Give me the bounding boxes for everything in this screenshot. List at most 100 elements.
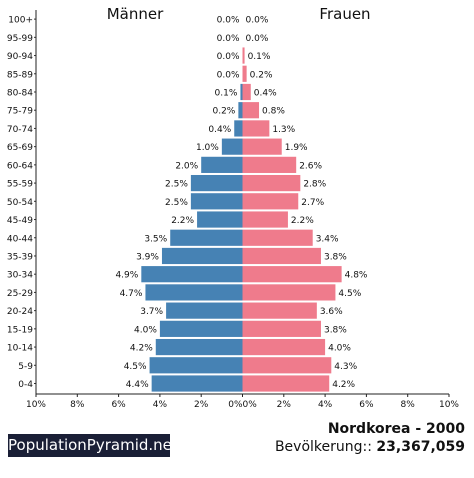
female-data-label: 0.8% xyxy=(262,107,285,117)
female-data-label: 3.6% xyxy=(320,307,343,317)
female-bar xyxy=(242,156,297,173)
male-data-label: 0.0% xyxy=(217,34,240,44)
male-data-label: 3.7% xyxy=(140,307,163,317)
age-group-label: 25-29 xyxy=(7,289,33,299)
age-group-label: 50-54 xyxy=(7,198,33,208)
female-data-label: 0.1% xyxy=(248,52,271,62)
female-bar xyxy=(242,375,330,392)
female-data-label: 4.3% xyxy=(334,362,357,372)
male-data-label: 4.0% xyxy=(134,325,157,335)
female-data-label: 0.4% xyxy=(254,88,277,98)
x-tick-label: 2% xyxy=(194,400,209,410)
male-bar xyxy=(240,83,243,101)
x-tick-label: 4% xyxy=(318,400,333,410)
male-bar xyxy=(159,320,243,337)
population-value: 23,367,059 xyxy=(376,439,465,455)
brand-badge: PopulationPyramid.net xyxy=(8,434,178,457)
female-data-label: 3.8% xyxy=(324,252,347,262)
male-bar xyxy=(190,193,243,210)
female-bar xyxy=(242,266,342,283)
female-series-label: Frauen xyxy=(319,5,371,23)
age-group-label: 10-14 xyxy=(7,344,33,354)
female-data-label: 3.8% xyxy=(324,325,347,335)
age-group-label: 75-79 xyxy=(7,107,33,117)
age-group-label: 55-59 xyxy=(7,180,33,190)
male-data-label: 1.0% xyxy=(196,143,219,153)
male-bar xyxy=(149,357,243,374)
male-data-label: 4.4% xyxy=(126,380,149,390)
x-tick-label: 10% xyxy=(26,400,46,410)
male-data-label: 4.2% xyxy=(130,344,153,354)
age-group-label: 45-49 xyxy=(7,216,33,226)
age-group-label: 85-89 xyxy=(7,70,33,80)
population-label: Bevölkerung:: xyxy=(274,439,372,455)
x-tick-label: 2% xyxy=(277,400,292,410)
age-group-label: 80-84 xyxy=(7,88,33,98)
male-bar xyxy=(145,284,243,301)
age-group-label: 90-94 xyxy=(7,52,33,62)
female-bar xyxy=(242,357,332,374)
female-data-label: 4.8% xyxy=(345,271,368,281)
x-tick-label: 8% xyxy=(401,400,416,410)
male-data-label: 2.0% xyxy=(175,161,198,171)
male-bar xyxy=(151,375,243,392)
female-data-label: 3.4% xyxy=(316,234,339,244)
x-tick-label: 10% xyxy=(439,400,459,410)
male-data-label: 0.0% xyxy=(217,16,240,26)
age-group-label: 95-99 xyxy=(7,34,33,44)
female-bar xyxy=(242,102,260,119)
female-data-label: 2.2% xyxy=(291,216,314,226)
male-data-label: 3.9% xyxy=(136,252,159,262)
age-group-label: 40-44 xyxy=(7,234,33,244)
female-data-label: 4.5% xyxy=(338,289,361,299)
male-data-label: 4.9% xyxy=(115,271,138,281)
x-tick-label: 6% xyxy=(111,400,126,410)
male-data-label: 2.2% xyxy=(171,216,194,226)
female-bar xyxy=(242,320,321,337)
male-bar xyxy=(197,211,243,228)
age-group-label: 65-69 xyxy=(7,143,33,153)
female-bar xyxy=(242,302,317,319)
age-group-label: 20-24 xyxy=(7,307,33,317)
x-tick-label: 0% xyxy=(243,400,258,410)
age-group-label: 0-4 xyxy=(18,380,33,390)
female-bar xyxy=(242,47,245,64)
male-data-label: 0.4% xyxy=(208,125,231,135)
male-bar xyxy=(155,338,243,356)
male-data-label: 2.5% xyxy=(165,198,188,208)
population-line: Bevölkerung:: 23,367,059 xyxy=(275,439,465,455)
male-data-label: 0.2% xyxy=(212,107,235,117)
male-data-label: 0.1% xyxy=(215,88,238,98)
female-bar xyxy=(242,83,251,101)
male-bar xyxy=(190,174,243,192)
x-tick-label: 6% xyxy=(359,400,374,410)
female-data-label: 2.6% xyxy=(299,161,322,171)
male-data-label: 0.0% xyxy=(217,52,240,62)
age-group-label: 5-9 xyxy=(18,362,33,372)
male-bar xyxy=(201,156,243,173)
female-bar xyxy=(242,138,282,155)
female-data-label: 0.2% xyxy=(250,70,273,80)
age-group-label: 30-34 xyxy=(7,271,33,281)
x-tick-label: 4% xyxy=(153,400,168,410)
female-data-label: 1.3% xyxy=(272,125,295,135)
male-data-label: 3.5% xyxy=(144,234,167,244)
female-bar xyxy=(242,211,288,228)
male-bar xyxy=(234,120,243,137)
male-bar xyxy=(166,302,243,319)
male-series-label: Männer xyxy=(106,5,164,23)
female-data-label: 2.8% xyxy=(303,180,326,190)
female-bar xyxy=(242,174,301,192)
male-bar xyxy=(161,247,243,265)
male-bar xyxy=(141,266,243,283)
female-bar xyxy=(242,247,321,265)
male-data-label: 4.7% xyxy=(120,289,143,299)
age-group-label: 60-64 xyxy=(7,161,33,171)
female-data-label: 0.0% xyxy=(246,16,269,26)
male-data-label: 4.5% xyxy=(124,362,147,372)
female-data-label: 2.7% xyxy=(301,198,324,208)
age-group-label: 15-19 xyxy=(7,325,33,335)
male-bar xyxy=(238,102,243,119)
female-data-label: 1.9% xyxy=(285,143,308,153)
